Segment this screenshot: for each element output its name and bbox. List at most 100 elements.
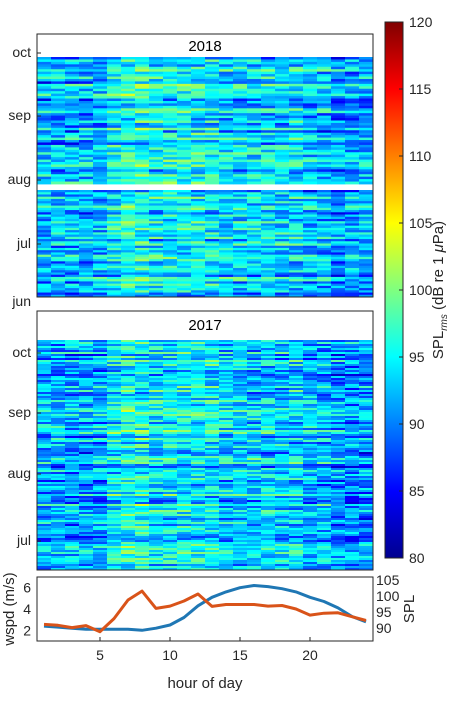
heatmap-cell — [317, 127, 332, 131]
heatmap-cell — [37, 98, 52, 102]
heatmap-cell — [163, 548, 178, 551]
heatmap-cell — [275, 520, 290, 523]
heatmap-cell — [107, 548, 122, 551]
heatmap-cell — [65, 502, 80, 505]
heatmap-cell — [51, 346, 66, 349]
heatmap-cell — [149, 482, 164, 485]
heatmap-cell — [261, 412, 276, 415]
heatmap-cell — [289, 426, 304, 429]
heatmap-cell — [37, 201, 52, 204]
heatmap-cell — [261, 486, 276, 489]
heatmap-cell — [289, 548, 304, 551]
heatmap-cell — [191, 292, 206, 296]
heatmap-cell — [289, 534, 304, 537]
heatmap-cell — [233, 466, 248, 469]
heatmap-cell — [163, 250, 178, 253]
heatmap-cell — [275, 518, 290, 521]
heatmap-cell — [275, 384, 290, 387]
heatmap-cell — [135, 214, 150, 218]
heatmap-cell — [261, 218, 276, 222]
heatmap-cell — [233, 159, 248, 163]
heatmap-cell — [359, 205, 374, 209]
heatmap-cell — [65, 86, 80, 90]
heatmap-cell — [149, 232, 164, 235]
heatmap-cell — [191, 378, 206, 381]
heatmap-cell — [289, 279, 304, 282]
heatmap-cell — [93, 263, 108, 267]
heatmap-cell — [275, 236, 290, 240]
heatmap-cell — [303, 196, 318, 200]
heatmap-cell — [359, 544, 374, 547]
heatmap-cell — [79, 179, 94, 182]
heatmap-cell — [79, 174, 94, 178]
heatmap-cell — [205, 402, 220, 405]
heatmap-cell — [163, 132, 178, 136]
heatmap-cell — [191, 494, 206, 497]
heatmap-cell — [51, 232, 66, 235]
heatmap-cell — [65, 486, 80, 489]
heatmap-cell — [121, 176, 136, 180]
heatmap-cell — [149, 508, 164, 511]
heatmap-cell — [233, 494, 248, 497]
heatmap-cell — [331, 171, 346, 175]
heatmap-cell — [107, 420, 122, 423]
heatmap-cell — [261, 502, 276, 505]
heatmap-cell — [107, 452, 122, 455]
heatmap-cell — [191, 480, 206, 483]
heatmap-cell — [79, 470, 94, 473]
heatmap-cell — [275, 243, 290, 247]
heatmap-cell — [121, 442, 136, 445]
heatmap-cell — [93, 414, 108, 417]
heatmap-cell — [93, 113, 108, 117]
heatmap-cell — [93, 93, 108, 97]
heatmap-cell — [107, 272, 122, 276]
heatmap-cell — [289, 416, 304, 419]
heatmap-cell — [261, 458, 276, 461]
heatmap-cell — [37, 122, 52, 126]
heatmap-cell — [331, 458, 346, 461]
heatmap-cell — [135, 292, 150, 296]
heatmap-cell — [345, 512, 360, 515]
heatmap-cell — [177, 201, 192, 204]
heatmap-cell — [331, 115, 346, 119]
heatmap-cell — [331, 420, 346, 423]
heatmap-cell — [37, 142, 52, 146]
heatmap-cell — [317, 274, 332, 278]
heatmap-cell — [233, 412, 248, 415]
heatmap-cell — [135, 354, 150, 357]
heatmap-cell — [345, 71, 360, 75]
heatmap-cell — [177, 210, 192, 213]
heatmap-cell — [345, 214, 360, 218]
heatmap-cell — [107, 159, 122, 163]
heatmap-cell — [93, 232, 108, 235]
heatmap-cell — [51, 120, 66, 124]
heatmap-cell — [289, 105, 304, 109]
heatmap-cell — [121, 201, 136, 204]
heatmap-cell — [289, 218, 304, 222]
heatmap-cell — [121, 276, 136, 280]
heatmap-cell — [149, 159, 164, 163]
heatmap-cell — [317, 71, 332, 75]
heatmap-cell — [121, 294, 136, 298]
heatmap-cell — [205, 285, 220, 289]
heatmap-cell — [79, 528, 94, 531]
heatmap-cell — [93, 354, 108, 357]
heatmap-cell — [247, 239, 262, 242]
heatmap-cell — [149, 137, 164, 141]
ytick-sep-2018: sep — [8, 107, 31, 123]
heatmap-cell — [121, 66, 136, 70]
heatmap-cell — [37, 135, 52, 138]
heatmap-cell — [289, 212, 304, 215]
heatmap-cell — [233, 157, 248, 160]
heatmap-cell — [163, 350, 178, 353]
heatmap-cell — [233, 396, 248, 399]
heatmap-cell — [37, 460, 52, 463]
heatmap-cell — [219, 348, 234, 351]
heatmap-cell — [121, 159, 136, 163]
heatmap-cell — [93, 366, 108, 369]
heatmap-cell — [205, 256, 220, 260]
heatmap-cell — [247, 108, 262, 112]
heatmap-cell — [247, 362, 262, 365]
heatmap-cell — [205, 93, 220, 97]
heatmap-cell — [247, 390, 262, 393]
